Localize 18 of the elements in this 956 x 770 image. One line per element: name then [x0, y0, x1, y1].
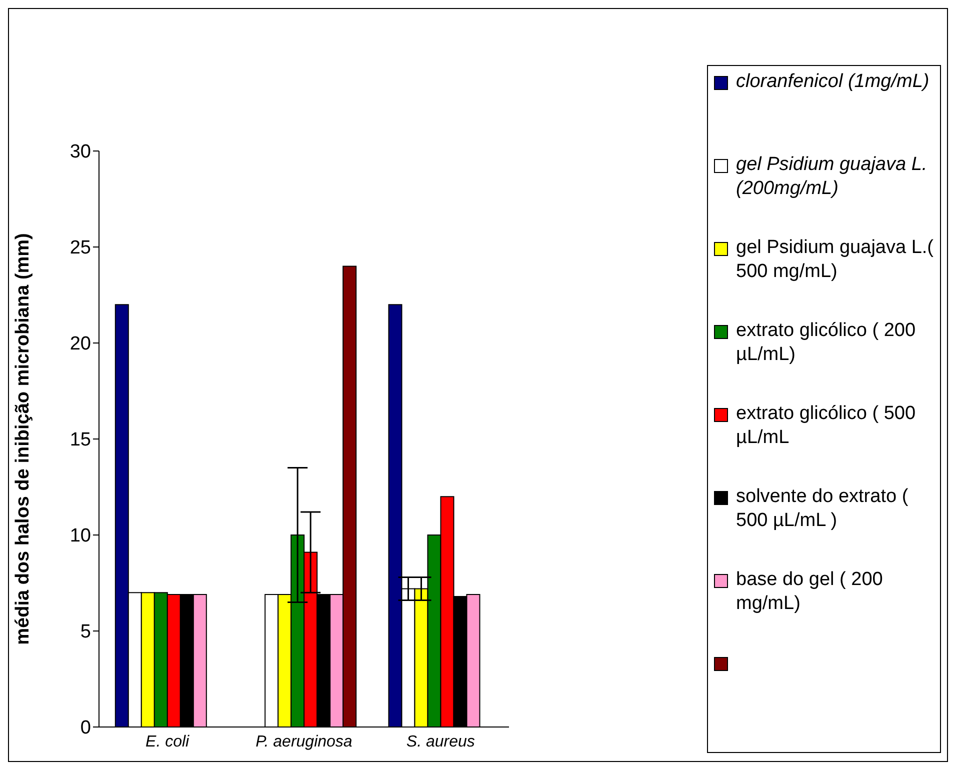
- y-tick-label: 15: [70, 430, 91, 451]
- y-axis-title: média dos halos de inibição microbiana (mm): [12, 233, 34, 645]
- legend-label: base do gel ( 200 mg/mL): [736, 568, 884, 616]
- legend-label: gel Psidium guajava L.( 500 mg/mL): [736, 236, 934, 284]
- legend-label: extrato glicólico ( 200 µL/mL): [736, 319, 917, 367]
- x-tick-label: E. coli: [146, 733, 190, 750]
- legend-label: solvente do extrato ( 500 µL/mL ): [736, 485, 910, 533]
- y-tick-label: 10: [70, 526, 91, 547]
- y-tick-label: 25: [70, 238, 91, 259]
- legend-label: gel Psidium guajava L. (200mg/mL): [736, 153, 928, 201]
- x-tick-label: P. aeruginosa: [256, 733, 352, 750]
- y-tick-label: 5: [80, 622, 91, 643]
- y-tick-label: 0: [80, 718, 91, 739]
- y-tick-label: 30: [70, 142, 91, 163]
- y-tick-label: 20: [70, 334, 91, 355]
- legend-label: cloranfenicol (1mg/mL): [736, 70, 930, 94]
- x-tick-label: S. aureus: [406, 733, 475, 750]
- legend-label: extrato glicólico ( 500 µL/mL: [736, 402, 917, 450]
